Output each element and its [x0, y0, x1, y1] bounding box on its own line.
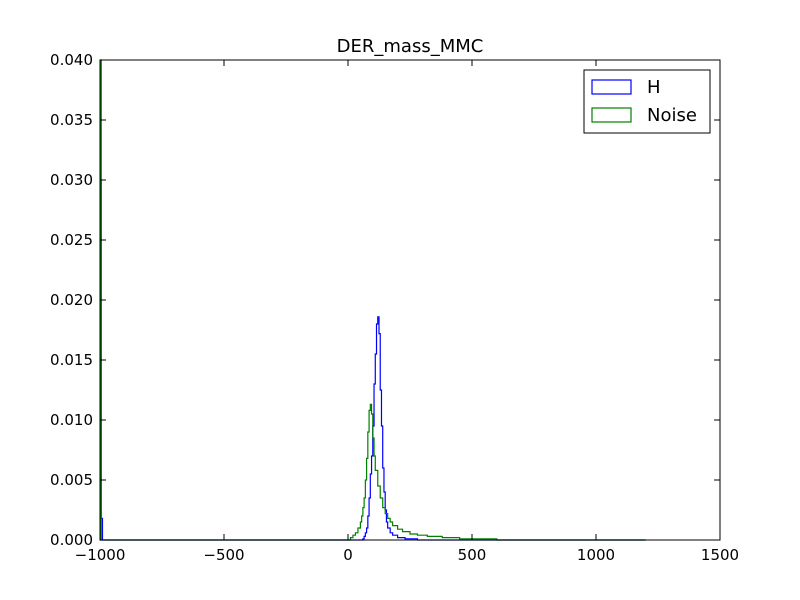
y-tick-label: 0.030: [50, 171, 93, 189]
ticks-layer: −1000 −500 0 500 1000 1500 0.000 0.005 0.010 0.01…: [50, 51, 739, 564]
y-tick-label: 0.040: [50, 51, 93, 69]
y-tick-label: 0.010: [50, 411, 93, 429]
y-tick-label: 0.005: [50, 471, 93, 489]
legend: H Noise: [583, 69, 711, 134]
x-tick-label: 1500: [701, 546, 739, 564]
x-tick-label: 500: [458, 546, 487, 564]
series-line-noise: [99, 59, 646, 541]
x-tick-label: 1000: [577, 546, 615, 564]
y-tick-label: 0.035: [50, 111, 93, 129]
series-line-h: [99, 179, 646, 541]
x-tick-label: −1000: [75, 546, 126, 564]
y-tick-label: 0.025: [50, 231, 93, 249]
legend-label-h: H: [647, 77, 661, 98]
x-tick-label: 0: [343, 546, 353, 564]
chart-title: DER_mass_MMC: [337, 36, 484, 57]
x-tick-label: −500: [203, 546, 244, 564]
series-layer: [99, 59, 646, 541]
legend-swatch-noise: [591, 107, 632, 123]
legend-swatch-h: [591, 79, 632, 95]
legend-label-noise: Noise: [647, 105, 697, 126]
y-tick-label: 0.000: [50, 531, 93, 549]
y-tick-label: 0.020: [50, 291, 93, 309]
y-tick-label: 0.015: [50, 351, 93, 369]
